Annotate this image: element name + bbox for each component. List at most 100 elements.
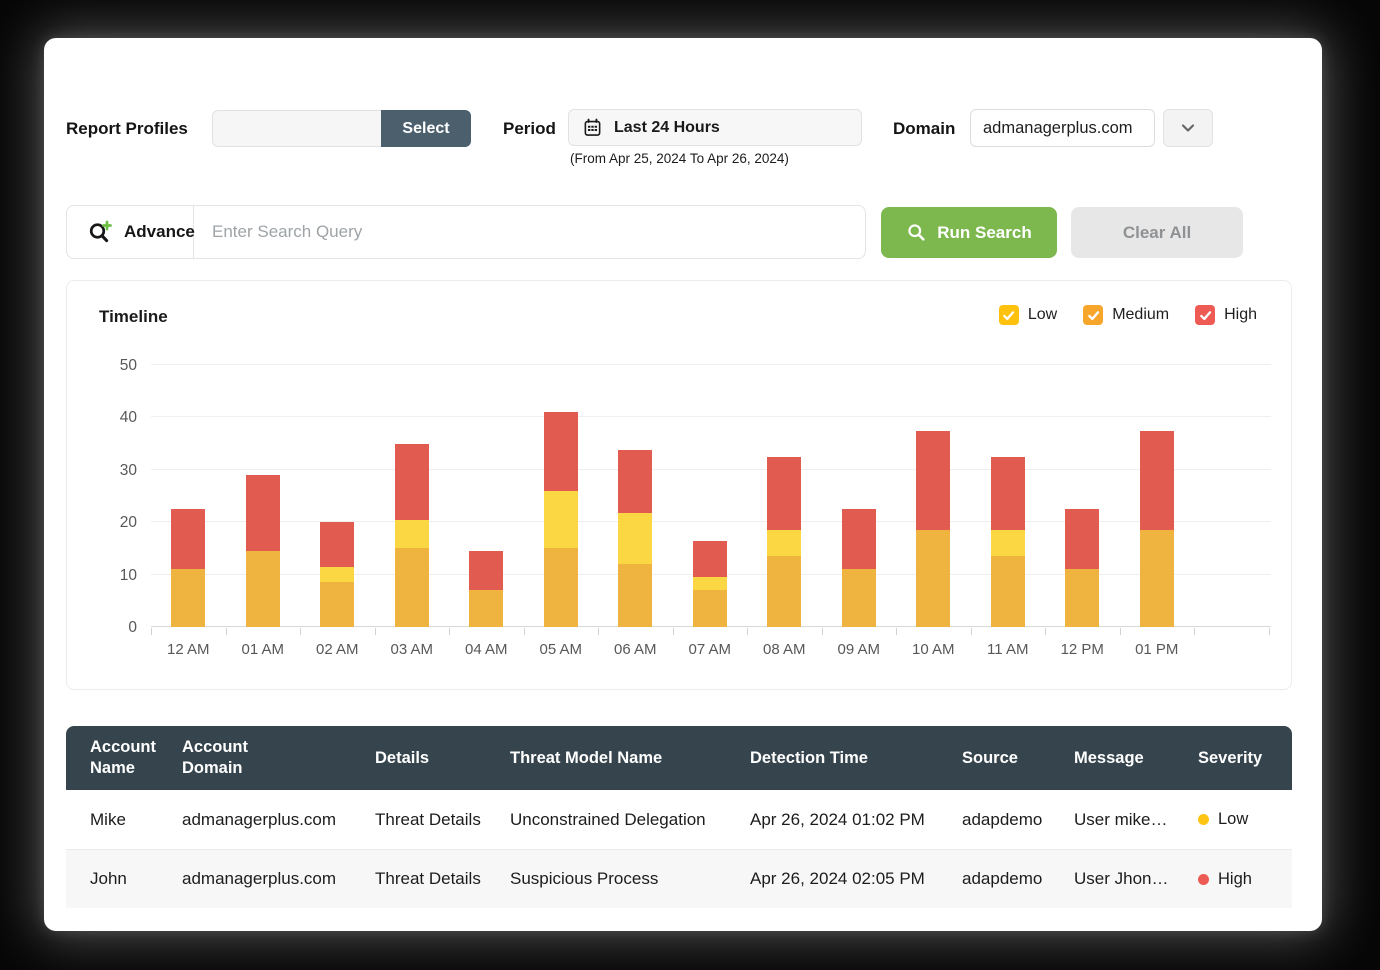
bar-segment-medium[interactable] <box>320 566 355 583</box>
bar-segment-medium[interactable] <box>543 490 578 549</box>
message-cell[interactable]: User mike… <box>1074 809 1168 829</box>
bar-segment-medium[interactable] <box>692 577 727 591</box>
bar-segment-medium[interactable] <box>394 519 429 549</box>
gridline <box>151 364 1271 365</box>
legend-item-low[interactable]: Low <box>998 305 1057 325</box>
threat-model-cell: Suspicious Process <box>510 869 659 888</box>
threats-table: Account Name Account Domain Details Threat … <box>66 726 1292 908</box>
stacked-bar-08am[interactable] <box>767 456 802 627</box>
bar-slot <box>971 456 1046 627</box>
bar-segment-high[interactable] <box>171 509 206 570</box>
bar-segment-medium[interactable] <box>618 513 653 565</box>
axis-tick <box>300 628 301 635</box>
report-profiles-input[interactable] <box>212 110 381 147</box>
details-link[interactable]: Threat Details <box>375 869 481 888</box>
bar-segment-high[interactable] <box>394 443 429 520</box>
x-tick-label: 03 AM <box>390 641 434 658</box>
severity-cell: Low <box>1198 810 1292 829</box>
bar-segment-high[interactable] <box>245 475 280 552</box>
stacked-bar-09am[interactable] <box>841 509 876 627</box>
domain-value: admanagerplus.com <box>983 118 1133 137</box>
bar-segment-low[interactable] <box>767 556 802 627</box>
bar-segment-low[interactable] <box>1139 530 1174 627</box>
bar-segment-medium[interactable] <box>767 530 802 557</box>
checkbox-checked-icon[interactable] <box>1195 305 1216 325</box>
bar-slot <box>747 456 822 627</box>
domain-dropdown-button[interactable] <box>1163 109 1213 147</box>
stacked-bar-04am[interactable] <box>469 551 504 627</box>
stacked-bar-05am[interactable] <box>543 412 578 627</box>
bar-segment-low[interactable] <box>990 556 1025 627</box>
period-range-text: (From Apr 25, 2024 To Apr 26, 2024) <box>570 151 789 166</box>
severity-label: Low <box>1218 810 1249 828</box>
message-cell[interactable]: User Jhon… <box>1074 869 1169 888</box>
x-axis-labels: 12 AM 01 AM 02 AM 03 AM 04 AM 05 AM 06 AM 07 AM… <box>151 641 1194 658</box>
bar-segment-high[interactable] <box>469 551 504 591</box>
run-search-button[interactable]: Run Search <box>881 207 1057 258</box>
bar-segment-high[interactable] <box>618 450 653 514</box>
search-input[interactable] <box>194 206 865 258</box>
bar-slot <box>375 443 450 627</box>
stacked-bar-03am[interactable] <box>394 443 429 627</box>
bar-segment-low[interactable] <box>618 564 653 627</box>
stacked-bar-10am[interactable] <box>916 430 951 627</box>
bar-segment-low[interactable] <box>692 590 727 627</box>
stacked-bar-02am[interactable] <box>320 522 355 627</box>
stacked-bar-01pm[interactable] <box>1139 430 1174 627</box>
gridline <box>151 468 1271 470</box>
bar-segment-low[interactable] <box>394 548 429 627</box>
stacked-bar-12am[interactable] <box>171 509 206 627</box>
bar-segment-high[interactable] <box>543 412 578 491</box>
detection-time-cell: Apr 26, 2024 02:05 PM <box>750 869 925 888</box>
domain-select[interactable]: admanagerplus.com <box>970 109 1155 147</box>
checkbox-checked-icon[interactable] <box>998 305 1019 325</box>
legend-item-high[interactable]: High <box>1195 305 1257 325</box>
bar-segment-high[interactable] <box>767 456 802 531</box>
bar-segment-high[interactable] <box>320 522 355 567</box>
y-tick-label: 0 <box>128 619 137 636</box>
bar-segment-high[interactable] <box>841 509 876 570</box>
bar-segment-low[interactable] <box>916 530 951 627</box>
stacked-bar-12pm[interactable] <box>1065 509 1100 627</box>
y-tick-label: 40 <box>119 409 137 427</box>
column-header-detection-time: Detection Time <box>750 748 868 767</box>
select-button[interactable]: Select <box>381 110 471 147</box>
table-header: Account Name Account Domain Details Threat … <box>66 726 1292 790</box>
stacked-bar-06am[interactable] <box>618 450 653 627</box>
advance-search-button[interactable]: Advance <box>67 206 195 258</box>
bar-segment-high[interactable] <box>1065 509 1100 570</box>
bar-segment-high[interactable] <box>1139 430 1174 531</box>
axis-tick <box>1268 628 1270 635</box>
column-header-threat-model-name: Threat Model Name <box>510 748 663 767</box>
bar-segment-high[interactable] <box>990 456 1025 531</box>
table-row[interactable]: John admanagerplus.com Threat Details Suspi… <box>66 849 1292 908</box>
axis-tick <box>821 628 823 635</box>
axis-tick <box>151 628 152 635</box>
bar-segment-medium[interactable] <box>990 530 1025 557</box>
y-tick-label: 30 <box>119 461 137 479</box>
bar-segment-low[interactable] <box>320 582 355 627</box>
severity-label: High <box>1218 869 1252 888</box>
bar-segment-low[interactable] <box>469 590 504 627</box>
bar-segment-low[interactable] <box>245 551 280 627</box>
clear-all-button[interactable]: Clear All <box>1071 207 1243 258</box>
bar-segment-high[interactable] <box>692 540 727 578</box>
stacked-bar-01am[interactable] <box>245 475 280 627</box>
details-link[interactable]: Threat Details <box>375 809 481 829</box>
legend: Low Medium High <box>998 305 1257 325</box>
bar-segment-low[interactable] <box>841 569 876 627</box>
legend-item-medium[interactable]: Medium <box>1083 305 1169 325</box>
stacked-bar-07am[interactable] <box>692 540 727 627</box>
stacked-bar-11am[interactable] <box>990 456 1025 627</box>
account-name-cell: John <box>90 869 127 888</box>
bar-segment-low[interactable] <box>171 569 206 627</box>
bar-segment-high[interactable] <box>916 430 951 531</box>
table-row[interactable]: Mike admanagerplus.com Threat Details Uncon… <box>66 790 1292 849</box>
period-picker[interactable]: Last 24 Hours <box>568 109 862 146</box>
domain-label: Domain <box>893 119 956 138</box>
bar-segment-low[interactable] <box>543 548 578 627</box>
y-tick-label: 20 <box>119 514 137 532</box>
bar-segment-low[interactable] <box>1065 569 1100 627</box>
checkbox-checked-icon[interactable] <box>1083 305 1104 325</box>
axis-tick <box>747 628 748 635</box>
